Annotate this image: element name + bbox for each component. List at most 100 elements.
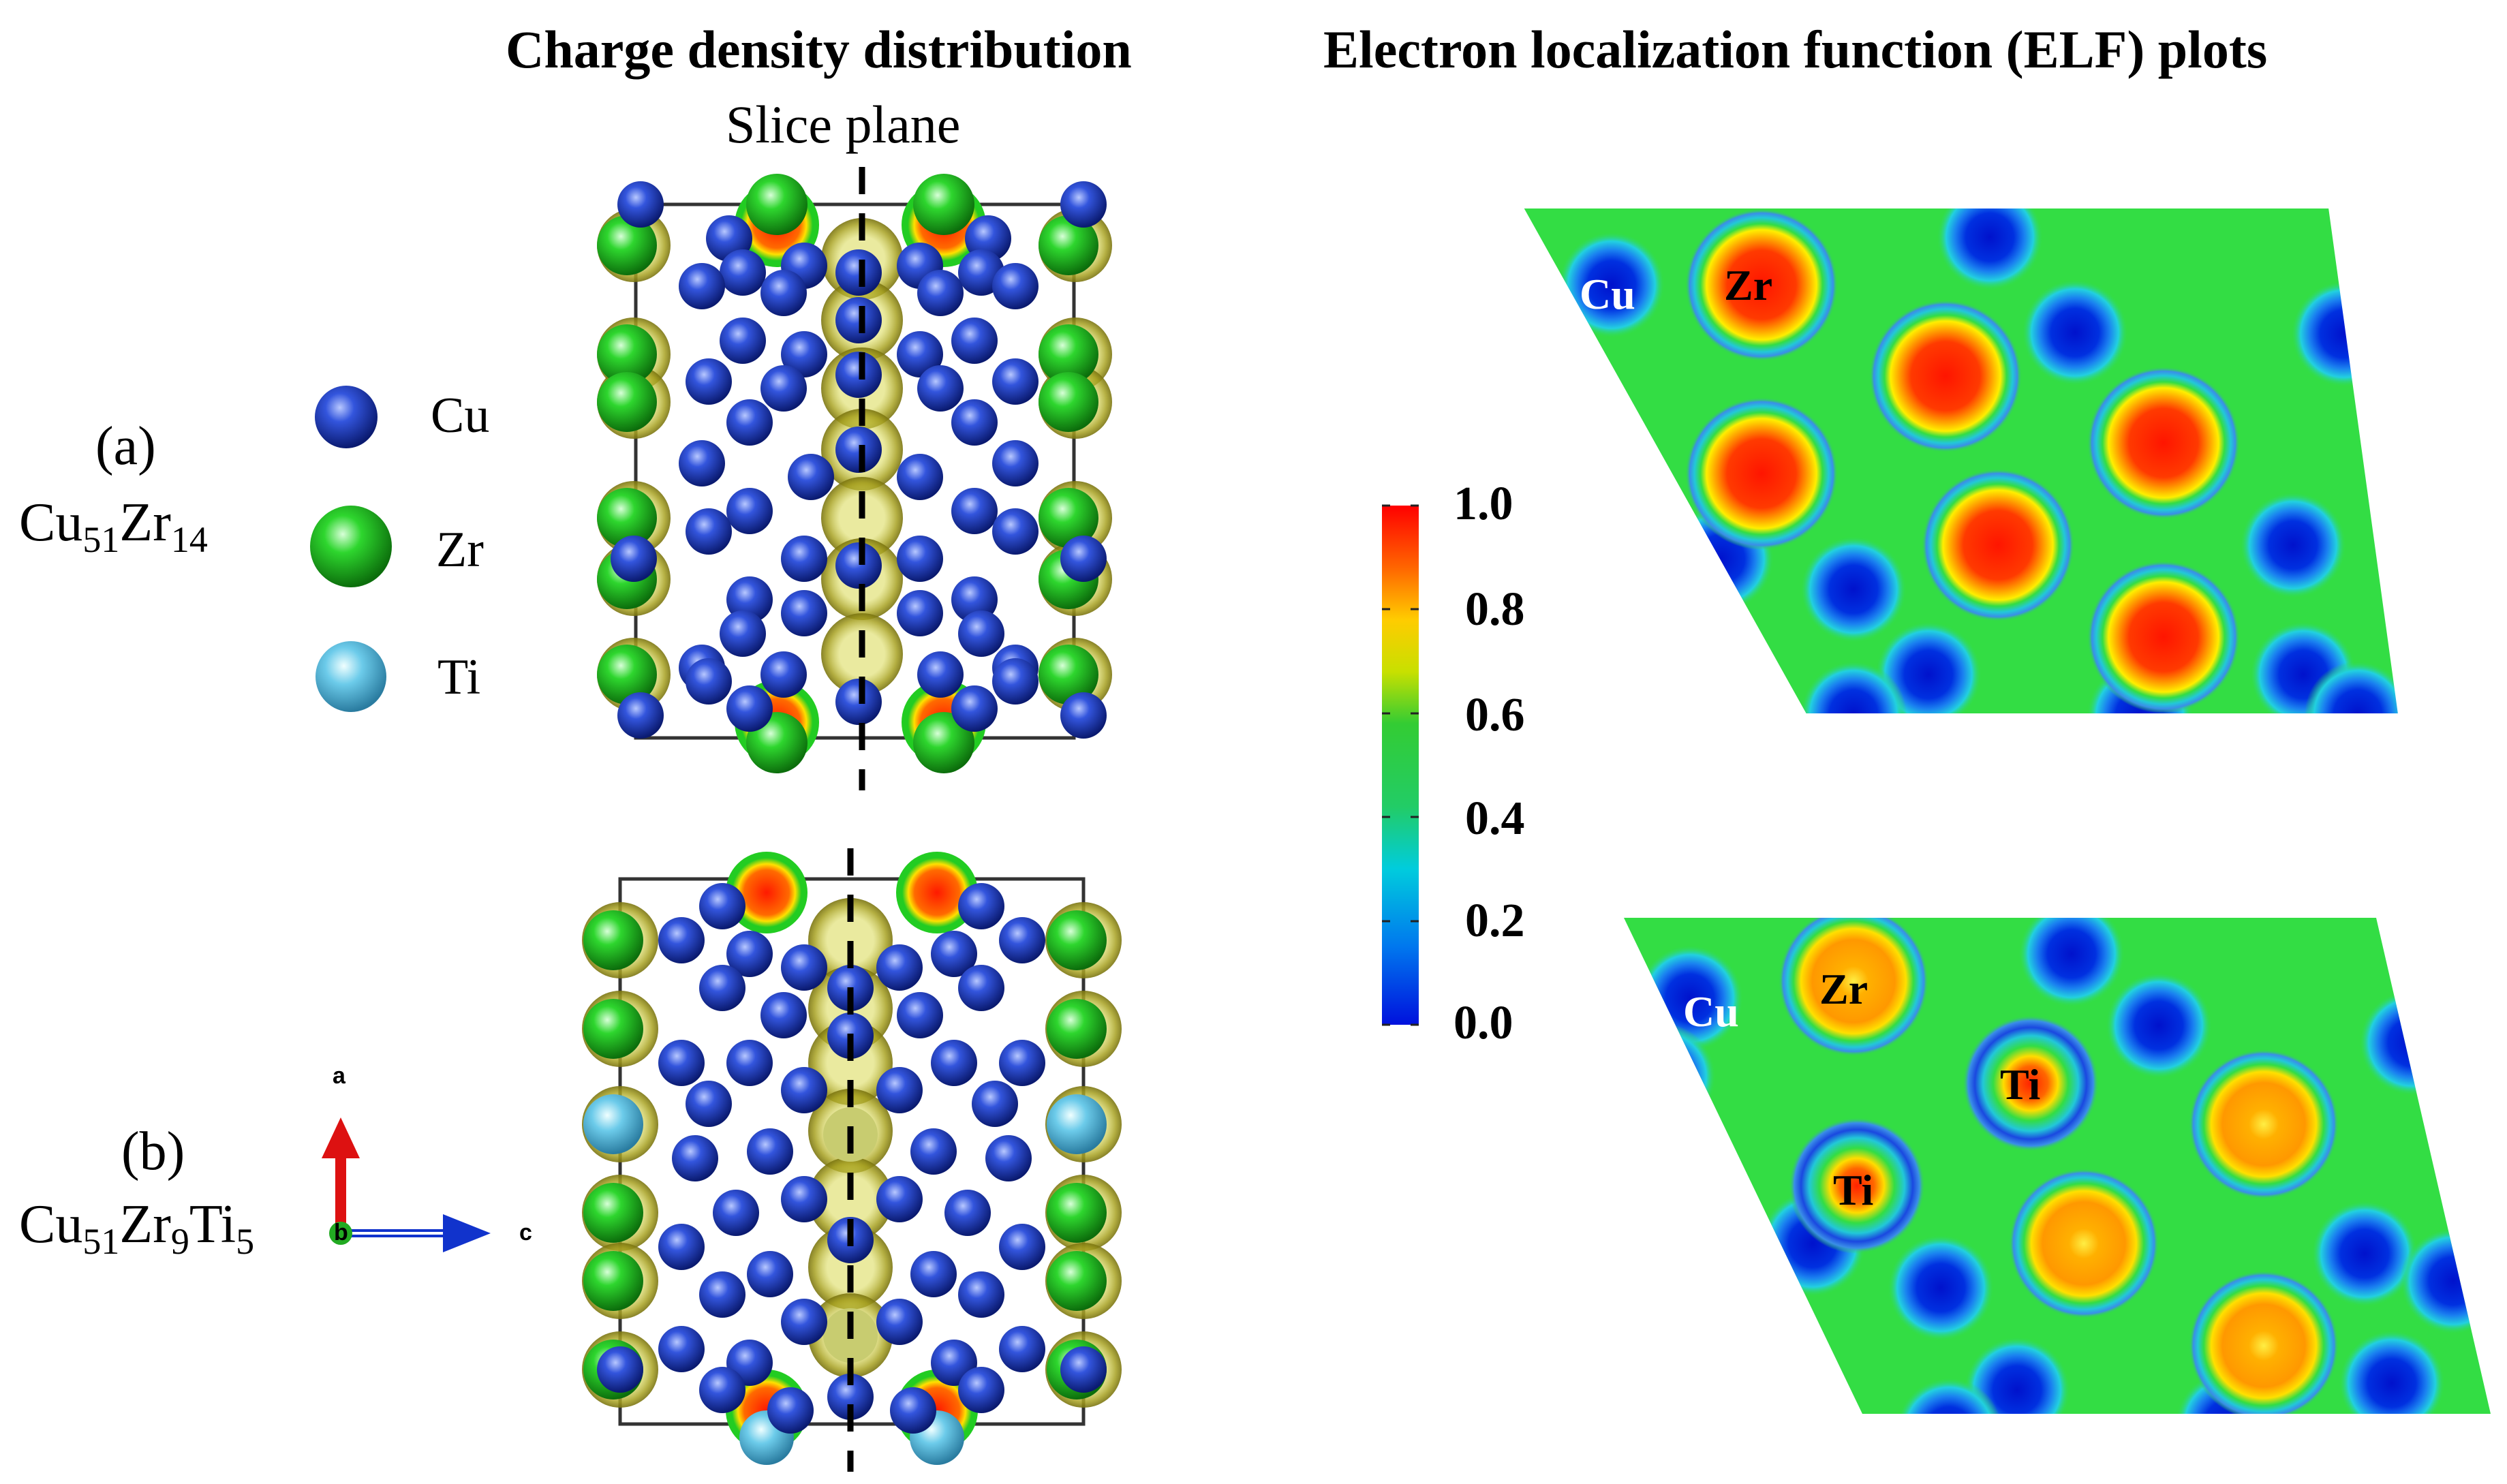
cu-atom <box>781 1299 827 1345</box>
cu-atom <box>958 610 1004 657</box>
elf-zr-maximum <box>1685 397 1838 550</box>
elf-cu-minimum <box>1937 208 2043 290</box>
elf-zr-maximum <box>1779 918 1928 1056</box>
cu-atom <box>876 1067 923 1113</box>
elf-plot-bottom <box>1624 918 2491 1414</box>
cu-atom <box>726 488 773 534</box>
zr-atom <box>1039 488 1098 548</box>
cu-atom <box>897 331 943 377</box>
cu-atom <box>726 931 773 977</box>
cu-atom <box>897 454 943 500</box>
panel-b-formula: Cu51Zr9Ti5 <box>19 1194 255 1262</box>
cu-atom <box>835 679 882 725</box>
cu-atom <box>1060 692 1107 739</box>
cu-atom <box>917 651 964 698</box>
elf-cu-minimum <box>2018 918 2125 1007</box>
legend-zr-sphere <box>310 506 392 587</box>
elf-cu-minimum <box>1523 315 1597 421</box>
cu-atom <box>958 965 1004 1011</box>
cu-atom <box>617 692 664 739</box>
cu-atom <box>720 610 766 657</box>
cu-atom <box>781 331 827 377</box>
cu-atom <box>760 270 807 316</box>
elf-zr-maximum <box>1869 300 2022 452</box>
zr-atom <box>583 910 643 970</box>
cu-atom <box>951 399 998 446</box>
cu-atom <box>781 944 827 991</box>
elf-zr-maximum <box>1685 208 1838 361</box>
elf-top-zr-label: Zr <box>1724 261 1773 309</box>
axis-indicator <box>322 1117 491 1252</box>
cu-atom <box>827 1374 874 1420</box>
elf-ti-region <box>1789 1117 1925 1254</box>
elf-cu-minimum <box>1888 1235 1994 1341</box>
cu-atom <box>931 931 977 977</box>
elf-top-cu-label: Cu <box>1580 270 1635 318</box>
cu-atom <box>958 883 1004 929</box>
elf-cu-minimum <box>1558 232 1665 338</box>
slice-plane-label: Slice plane <box>726 95 961 154</box>
cu-atom <box>686 358 732 405</box>
cu-atom <box>876 1176 923 1222</box>
cu-atom <box>747 1251 793 1297</box>
cu-atom <box>999 1224 1045 1270</box>
cu-atom <box>992 508 1039 555</box>
legend-cu-label: Cu <box>431 388 490 444</box>
panel-a-tag: (a) <box>95 416 156 476</box>
cu-atom <box>897 590 943 636</box>
charge-hotspot <box>896 852 978 933</box>
cu-atom <box>679 263 725 309</box>
zr-atom <box>597 488 657 548</box>
cu-atom <box>760 365 807 412</box>
cu-atom <box>951 685 998 732</box>
cu-atom <box>788 454 834 500</box>
cu-atom <box>890 1387 936 1434</box>
zr-atom <box>913 174 974 235</box>
cu-atom <box>917 365 964 412</box>
cu-atom <box>835 427 882 473</box>
elf-bot-ti-label-1: Ti <box>2000 1060 2041 1109</box>
cu-atom <box>699 1271 745 1318</box>
elf-bot-cu-label: Cu <box>1683 987 1739 1036</box>
cu-atom <box>781 590 827 636</box>
cu-atom <box>917 270 964 316</box>
axis-a-label: a <box>333 1063 345 1089</box>
charge-hotspot <box>726 852 808 933</box>
cu-atom <box>985 1135 1032 1181</box>
cu-atom <box>726 399 773 446</box>
ti-atom <box>583 1094 643 1154</box>
zr-atom <box>597 372 657 432</box>
title-charge-density: Charge density distribution <box>506 20 1132 79</box>
cu-atom <box>760 992 807 1038</box>
cu-atom <box>760 651 807 698</box>
zr-atom <box>583 1251 643 1311</box>
cu-atom <box>686 658 732 705</box>
cu-atom <box>611 536 657 582</box>
cu-atom <box>951 488 998 534</box>
cu-atom <box>713 1190 759 1236</box>
elf-cu-minimum <box>1624 1023 1716 1130</box>
elf-cu-minimum <box>2305 661 2399 714</box>
cu-atom <box>835 352 882 398</box>
axis-b-label: b <box>334 1220 348 1246</box>
elf-cu-minimum <box>1800 661 1907 714</box>
axis-c-label: c <box>519 1220 532 1246</box>
zr-atom <box>1039 324 1098 384</box>
elf-ti-region <box>1963 1015 2099 1151</box>
legend-zr-label: Zr <box>436 522 484 578</box>
elf-cu-minimum <box>1896 1378 2002 1414</box>
elf-plot-top <box>1522 207 2400 715</box>
cu-atom <box>910 1128 957 1175</box>
structure-a <box>597 174 1112 773</box>
elf-cu-minimum <box>2359 989 2465 1096</box>
zr-atom <box>1047 999 1107 1059</box>
cu-atom <box>679 440 725 486</box>
cu-atom <box>958 1367 1004 1413</box>
zr-atom <box>597 324 657 384</box>
cu-atom <box>999 1040 1045 1086</box>
cu-atom <box>720 318 766 364</box>
cu-atom <box>835 542 882 589</box>
cu-atom <box>686 508 732 555</box>
zr-atom <box>1039 372 1098 432</box>
